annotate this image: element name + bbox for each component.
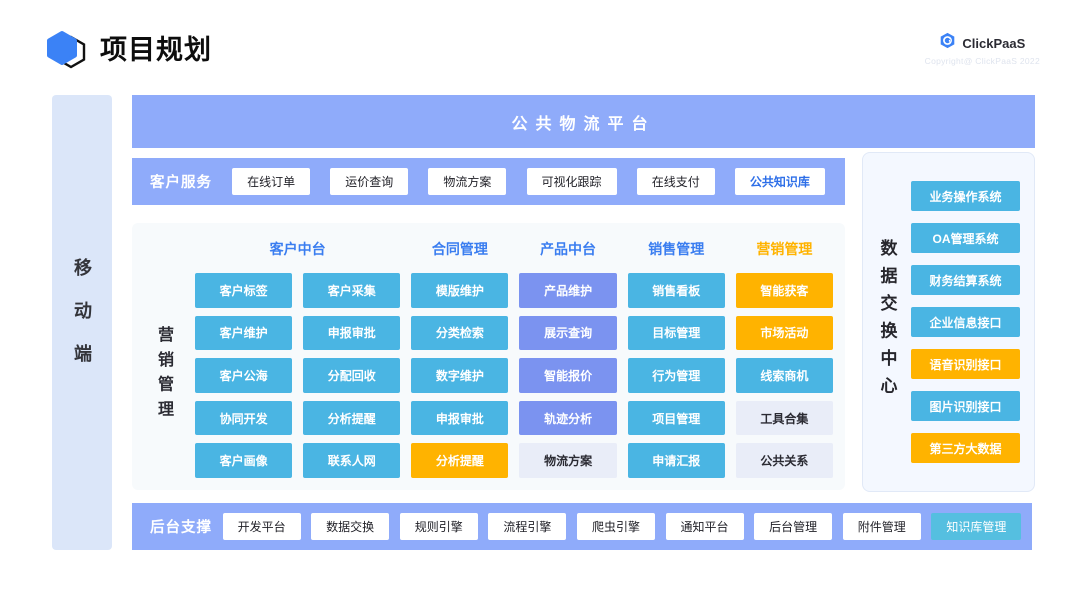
customer-service-button[interactable]: 可视化跟踪 (526, 168, 617, 195)
brand-name: ClickPaaS (962, 35, 1026, 51)
platform-banner: 公共物流平台 (132, 95, 1035, 148)
matrix-cell[interactable]: 产品维护 (519, 273, 617, 308)
backend-support-button[interactable]: 规则引擎 (399, 513, 478, 540)
matrix-column-header: 销售管理 (648, 241, 705, 257)
matrix-cell[interactable]: 目标管理 (627, 315, 725, 351)
matrix-cell[interactable]: 智能报价 (519, 358, 617, 393)
matrix-cell[interactable]: 客户维护 (195, 315, 293, 351)
matrix-cell[interactable]: 工具合集 (735, 400, 833, 436)
customer-service-button[interactable]: 在线订单 (232, 168, 311, 195)
clickpaas-logo-icon (939, 32, 956, 54)
customer-service-button[interactable]: 在线支付 (636, 168, 715, 195)
matrix-cell[interactable]: 智能获客 (735, 273, 833, 308)
customer-service-button[interactable]: 运价查询 (330, 168, 409, 195)
data-exchange-button[interactable]: 第三方大数据 (911, 433, 1020, 463)
matrix-cell[interactable]: 协同开发 (195, 400, 293, 436)
data-exchange-button[interactable]: 企业信息接口 (911, 307, 1020, 337)
matrix-cell[interactable]: 客户标签 (195, 273, 293, 308)
matrix-cell[interactable]: 申报审批 (303, 315, 401, 351)
page-title: 项目规划 (100, 35, 212, 65)
matrix-cell[interactable]: 公共关系 (735, 443, 833, 478)
hexagon-logo-icon (38, 24, 90, 72)
data-exchange-button[interactable]: 业务操作系统 (911, 181, 1020, 211)
data-exchange-items: 业务操作系统 OA管理系统 财务结算系统 企业信息接口 语音识别接口 图片识别接口 第三方大… (911, 153, 1034, 491)
matrix-cell[interactable]: 模版维护 (411, 273, 509, 308)
matrix-cell[interactable]: 联系人网 (303, 443, 401, 478)
marketing-matrix-grid: 营销管理 客户中台 合同管理 产品中台 销售管理 营销管理 客户标签 客户采集 模版维护 产品维… (142, 233, 833, 478)
backend-support-label: 后台支撑 (150, 520, 212, 536)
matrix-cell[interactable]: 销售看板 (627, 273, 725, 308)
backend-support-button[interactable]: 通知平台 (665, 513, 744, 540)
backend-support-button[interactable]: 附件管理 (842, 513, 921, 540)
matrix-cell[interactable]: 数字维护 (411, 358, 509, 393)
data-exchange-panel: 数据交换中心 业务操作系统 OA管理系统 财务结算系统 企业信息接口 语音识别接口 图片识… (862, 152, 1035, 492)
matrix-cell[interactable]: 客户画像 (195, 443, 293, 478)
matrix-cell[interactable]: 项目管理 (627, 400, 725, 436)
marketing-side-label-wrap: 营销管理 (142, 273, 184, 478)
copyright-text: Copyright@ ClickPaaS 2022 (924, 56, 1040, 66)
matrix-cell[interactable]: 物流方案 (519, 443, 617, 478)
matrix-cell[interactable]: 分类检索 (411, 315, 509, 351)
backend-support-button[interactable]: 知识库管理 (931, 513, 1022, 540)
data-exchange-button[interactable]: 图片识别接口 (911, 391, 1020, 421)
matrix-cell[interactable]: 线索商机 (735, 358, 833, 393)
marketing-side-label: 营销管理 (155, 325, 172, 426)
marketing-matrix-panel: 营销管理 客户中台 合同管理 产品中台 销售管理 营销管理 客户标签 客户采集 模版维护 产品维… (132, 223, 845, 490)
matrix-column-header: 合同管理 (431, 241, 488, 257)
matrix-column-header: 客户中台 (269, 241, 326, 257)
matrix-column-header: 产品中台 (540, 241, 597, 257)
backend-support-button[interactable]: 数据交换 (311, 513, 390, 540)
matrix-cell[interactable]: 申报审批 (411, 400, 509, 436)
customer-service-button[interactable]: 公共知识库 (734, 168, 825, 195)
matrix-cell[interactable]: 市场活动 (735, 315, 833, 351)
brand-block: ClickPaaS Copyright@ ClickPaaS 2022 (925, 32, 1040, 66)
backend-support-button[interactable]: 爬虫引擎 (576, 513, 655, 540)
backend-support-buttons: 开发平台 数据交换 规则引擎 流程引擎 爬虫引擎 通知平台 后台管理 附件管理 知识库管理 (212, 513, 1032, 540)
matrix-cell[interactable]: 分析提醒 (411, 443, 509, 478)
backend-support-button[interactable]: 流程引擎 (488, 513, 567, 540)
matrix-cell[interactable]: 分配回收 (303, 358, 401, 393)
matrix-cell[interactable]: 客户采集 (303, 273, 401, 308)
matrix-cell[interactable]: 分析提醒 (303, 400, 401, 436)
backend-support-button[interactable]: 开发平台 (222, 513, 301, 540)
mobile-side-label: 移动端 (72, 257, 92, 388)
matrix-cell[interactable]: 轨迹分析 (519, 400, 617, 436)
backend-support-button[interactable]: 后台管理 (754, 513, 833, 540)
matrix-cell[interactable]: 行为管理 (627, 358, 725, 393)
matrix-cell[interactable]: 客户公海 (195, 358, 293, 393)
customer-service-button[interactable]: 物流方案 (428, 168, 507, 195)
matrix-cell[interactable]: 展示查询 (519, 315, 617, 351)
customer-service-buttons: 在线订单 运价查询 物流方案 可视化跟踪 在线支付 公共知识库 (212, 168, 845, 195)
data-exchange-button[interactable]: 财务结算系统 (911, 265, 1020, 295)
platform-banner-label: 公共物流平台 (511, 115, 656, 133)
customer-service-label: 客户服务 (150, 175, 212, 191)
mobile-side-bar: 移动端 (52, 95, 112, 550)
backend-support-row: 后台支撑 开发平台 数据交换 规则引擎 流程引擎 爬虫引擎 通知平台 后台管理 附件管理 知识库… (132, 503, 1032, 550)
customer-service-row: 客户服务 在线订单 运价查询 物流方案 可视化跟踪 在线支付 公共知识库 (132, 158, 845, 205)
matrix-column-header: 营销管理 (756, 241, 813, 257)
matrix-cell[interactable]: 申请汇报 (627, 443, 725, 478)
data-exchange-button[interactable]: 语音识别接口 (911, 349, 1020, 379)
data-exchange-side-label: 数据交换中心 (877, 239, 897, 405)
data-exchange-side-label-wrap: 数据交换中心 (863, 153, 911, 491)
data-exchange-button[interactable]: OA管理系统 (911, 223, 1020, 253)
